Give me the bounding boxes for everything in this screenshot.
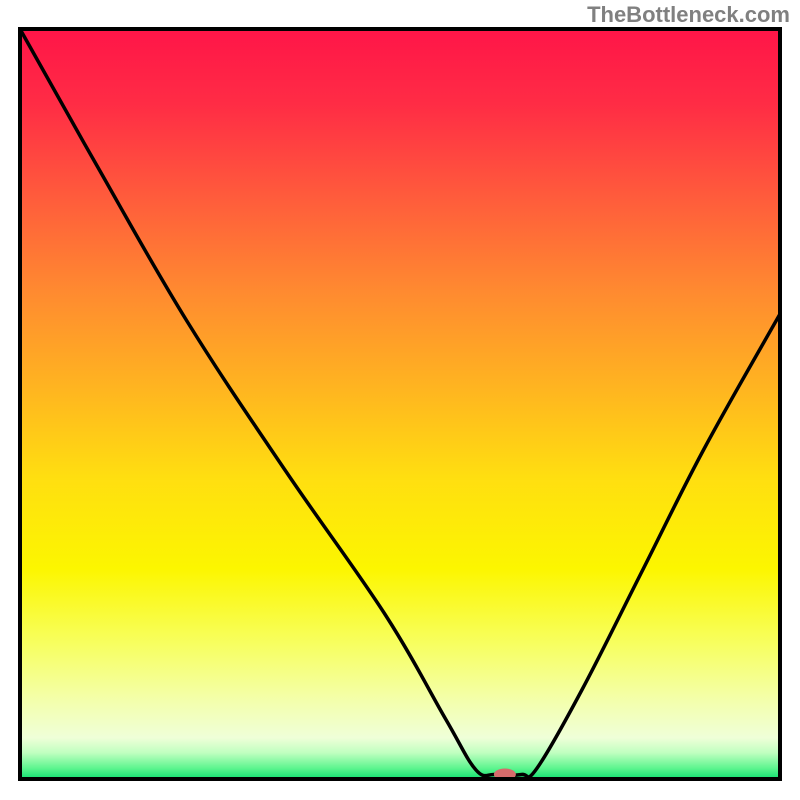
watermark-text: TheBottleneck.com bbox=[587, 2, 790, 28]
chart-canvas: TheBottleneck.com bbox=[0, 0, 800, 800]
chart-svg bbox=[0, 0, 800, 800]
gradient-fill bbox=[20, 29, 780, 779]
